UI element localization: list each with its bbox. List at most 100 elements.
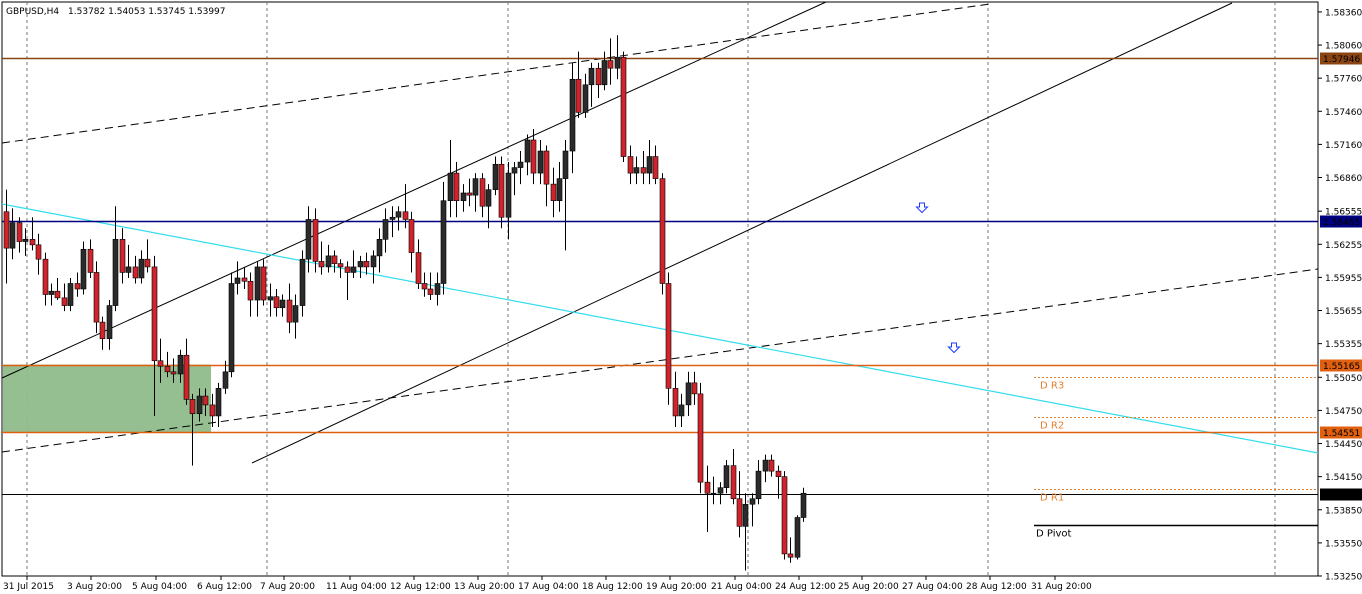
candle xyxy=(132,255,139,284)
candle-body xyxy=(144,258,151,268)
plot-frame xyxy=(1,1,1319,577)
time-axis[interactable]: 31 Jul 2015 3 Aug 20:00 5 Aug 04:00 6 Aug 1… xyxy=(3,576,1092,592)
candle xyxy=(440,181,447,295)
candle-body xyxy=(376,239,383,257)
level-price-tag[interactable]: 1.55165 xyxy=(1320,359,1362,373)
candle xyxy=(685,371,692,416)
candle-body xyxy=(460,192,467,201)
level-price-tag[interactable]: 1.57946 xyxy=(1320,52,1362,66)
x-tick-label: 6 Aug 12:00 xyxy=(197,582,252,592)
candle-body xyxy=(556,178,563,201)
candle-body xyxy=(775,470,782,477)
pivot-levels: D R3 D R2 D R1 D Pivot xyxy=(1034,377,1318,540)
candle xyxy=(138,250,145,284)
candle xyxy=(125,244,132,278)
candle xyxy=(395,206,402,231)
candle-body xyxy=(157,360,164,367)
candle xyxy=(87,239,94,278)
candle xyxy=(460,184,467,212)
level-tag-label: 1.56465 xyxy=(1323,218,1360,228)
candle-body xyxy=(614,56,621,69)
zone-rectangle xyxy=(3,364,211,433)
candle xyxy=(717,482,724,505)
candle-body xyxy=(582,84,589,113)
level-price-tag[interactable]: 1.56465 xyxy=(1320,215,1362,229)
candle xyxy=(697,382,704,494)
candle-body xyxy=(54,290,61,299)
candle xyxy=(614,35,621,80)
candle-body xyxy=(87,248,94,273)
candle xyxy=(54,277,61,301)
candle xyxy=(286,283,293,334)
candle xyxy=(3,189,10,284)
candle xyxy=(408,211,415,273)
candle-body xyxy=(620,56,627,157)
candle xyxy=(453,162,460,218)
candle-body xyxy=(74,283,81,290)
pivot-label: D R1 xyxy=(1040,493,1064,504)
candle xyxy=(318,241,325,275)
candle-body xyxy=(768,459,775,472)
candle-body xyxy=(479,178,486,207)
candle xyxy=(633,156,640,185)
upper-channel-dashed xyxy=(1,3,991,144)
candle-body xyxy=(119,239,126,273)
candle xyxy=(177,349,184,383)
candle xyxy=(254,261,261,317)
candle-body xyxy=(717,487,724,494)
candle-body xyxy=(35,244,42,260)
candle-body xyxy=(61,297,68,306)
candle xyxy=(151,255,158,416)
candle xyxy=(620,51,627,163)
pivot-label: D Pivot xyxy=(1036,529,1072,540)
candle-body xyxy=(29,239,36,246)
x-tick-label: 25 Aug 20:00 xyxy=(838,582,899,592)
candle-body xyxy=(279,299,286,309)
rising-trendline-upper xyxy=(1,1,827,379)
level-price-tag[interactable]: 1.53997 xyxy=(1320,488,1362,502)
candle-body xyxy=(749,498,756,505)
candle-body xyxy=(427,288,434,295)
candle xyxy=(762,454,769,483)
candle xyxy=(672,371,679,427)
candle xyxy=(331,250,338,273)
candle-body xyxy=(736,498,743,527)
x-tick-label: 28 Aug 12:00 xyxy=(966,582,1027,592)
candle xyxy=(48,283,55,306)
candle xyxy=(42,252,49,306)
candle-body xyxy=(9,222,16,249)
candle-body xyxy=(524,139,531,163)
y-tick-label: 1.54450 xyxy=(1325,440,1362,450)
candle-body xyxy=(16,222,23,242)
candle-body xyxy=(357,261,364,268)
candle-body xyxy=(543,150,550,185)
level-tag-label: 1.57946 xyxy=(1323,55,1360,65)
candle-body xyxy=(440,200,447,284)
candle xyxy=(550,167,557,218)
x-tick-label: 21 Aug 04:00 xyxy=(711,582,772,592)
candle xyxy=(402,184,409,229)
candle-body xyxy=(337,263,344,268)
candle xyxy=(305,206,312,273)
y-tick-label: 1.57760 xyxy=(1325,75,1362,85)
candle-body xyxy=(415,252,422,284)
candle xyxy=(344,261,351,301)
lower-channel-dashed xyxy=(1,268,1319,453)
candle xyxy=(209,393,216,427)
candle xyxy=(22,228,29,256)
candle-body xyxy=(132,266,139,279)
candle-body xyxy=(170,371,177,375)
level-price-tag[interactable]: 1.54551 xyxy=(1320,426,1362,440)
candle xyxy=(74,272,81,297)
candle xyxy=(775,465,782,499)
candle-body xyxy=(742,503,749,527)
candle xyxy=(755,460,762,505)
candle xyxy=(768,454,775,477)
candle-body xyxy=(228,283,235,373)
candle-body xyxy=(106,305,113,339)
price-axis[interactable]: 1.57946 1.56465 1.55165 1.54551 1.53997 1.583… xyxy=(1318,8,1362,583)
candles-layer xyxy=(3,35,807,571)
candle-body xyxy=(151,266,158,362)
